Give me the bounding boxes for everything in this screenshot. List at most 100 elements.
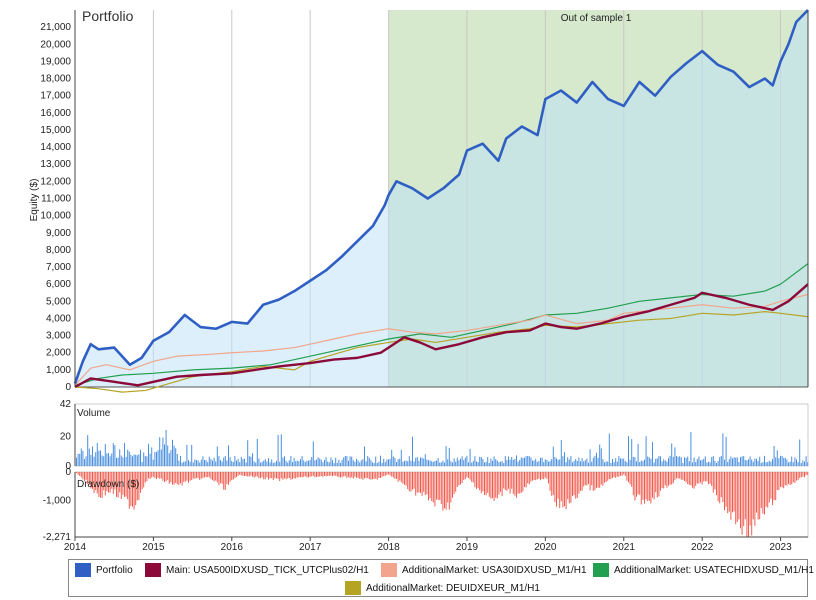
drawdown-bar <box>733 472 735 512</box>
drawdown-bar <box>376 472 378 480</box>
volume-bar <box>711 456 713 466</box>
drawdown-bar <box>772 472 773 506</box>
volume-bar <box>333 463 335 466</box>
equity-tick-label: 19,000 <box>40 56 71 67</box>
drawdown-bar <box>175 472 177 483</box>
volume-bar <box>634 457 636 466</box>
drawdown-bar <box>140 472 141 493</box>
legend-item[interactable]: Main: USA500IDXUSD_TICK_UTCPlus02/H1 <box>145 563 369 577</box>
volume-bar <box>495 459 497 466</box>
drawdown-bar <box>415 472 417 496</box>
volume-bar <box>255 462 257 466</box>
drawdown-bar <box>776 472 778 490</box>
drawdown-bar <box>88 472 90 485</box>
drawdown-bar <box>789 472 791 485</box>
volume-bar <box>604 462 605 466</box>
drawdown-bar <box>266 472 268 478</box>
volume-bar <box>87 435 89 466</box>
drawdown-bar <box>636 472 637 497</box>
volume-bar <box>77 453 79 466</box>
drawdown-bar <box>568 472 570 504</box>
drawdown-bar <box>528 472 530 485</box>
volume-bar <box>442 460 444 466</box>
volume-frame <box>74 403 809 467</box>
drawdown-bar <box>343 472 345 477</box>
volume-bar <box>572 462 573 466</box>
drawdown-bar <box>277 472 279 479</box>
drawdown-bar <box>154 472 156 479</box>
drawdown-bar <box>444 472 445 509</box>
drawdown-bar <box>304 472 306 477</box>
drawdown-bar <box>740 472 741 529</box>
drawdown-bar <box>184 472 186 482</box>
volume-bar <box>674 447 676 466</box>
drawdown-bar <box>596 472 597 488</box>
drawdown-bar <box>503 472 505 489</box>
drawdown-bar <box>324 472 325 476</box>
legend-item[interactable]: AdditionalMarket: DEUIDXEUR_M1/H1 <box>345 581 540 595</box>
drawdown-bar <box>704 472 706 482</box>
drawdown-bar <box>648 472 650 501</box>
drawdown-bar <box>749 472 751 526</box>
volume-bar <box>98 450 100 466</box>
drawdown-bar <box>464 472 466 480</box>
volume-bar <box>256 438 258 466</box>
drawdown-bar <box>488 472 490 497</box>
drawdown-bar <box>453 472 455 495</box>
equity-tick-label: 21,000 <box>40 22 71 33</box>
drawdown-bar <box>456 472 458 487</box>
volume-bar <box>564 452 565 466</box>
volume-bar <box>626 462 628 466</box>
volume-bar <box>807 462 809 466</box>
volume-bar <box>93 456 95 466</box>
volume-bar <box>463 460 465 466</box>
volume-bar <box>160 449 162 466</box>
legend-item[interactable]: AdditionalMarket: USA30IDXUSD_M1/H1 <box>381 563 587 577</box>
volume-bar <box>244 458 245 466</box>
drawdown-bar <box>642 472 644 500</box>
volume-bar <box>786 459 788 466</box>
volume-bar <box>330 457 332 466</box>
volume-bar <box>173 445 175 466</box>
drawdown-bar <box>644 472 645 504</box>
volume-bar <box>424 454 426 466</box>
volume-bar <box>725 436 727 466</box>
drawdown-bar <box>180 472 181 484</box>
drawdown-bar <box>127 472 129 500</box>
drawdown-bar <box>309 472 311 477</box>
volume-bar <box>636 461 637 466</box>
volume-bar <box>706 462 708 466</box>
legend-item[interactable]: AdditionalMarket: USATECHIDXUSD_M1/H1 <box>593 563 814 577</box>
drawdown-bar <box>436 472 437 500</box>
drawdown-bar <box>264 472 266 480</box>
drawdown-bar <box>407 472 409 490</box>
drawdown-bar <box>484 472 485 495</box>
volume-bar <box>364 446 365 466</box>
volume-bar <box>533 460 535 466</box>
equity-tick-label: 8,000 <box>46 245 71 256</box>
volume-bar <box>616 461 618 466</box>
legend-label: AdditionalMarket: USATECHIDXUSD_M1/H1 <box>614 564 814 576</box>
volume-bar <box>367 456 369 466</box>
drawdown-bar <box>495 472 497 498</box>
legend-label: Main: USA500IDXUSD_TICK_UTCPlus02/H1 <box>166 564 369 576</box>
volume-bar <box>516 455 517 466</box>
volume-bar <box>133 454 135 466</box>
volume-bar <box>85 456 87 466</box>
drawdown-bar <box>722 472 724 503</box>
volume-bar <box>453 458 455 466</box>
drawdown-bar <box>186 472 188 481</box>
drawdown-bar <box>335 472 337 476</box>
drawdown-bar <box>631 472 633 487</box>
volume-bar <box>263 460 265 466</box>
legend-item[interactable]: Portfolio <box>75 563 133 577</box>
volume-bar <box>271 459 273 466</box>
volume-bar <box>136 455 138 466</box>
volume-bar <box>284 456 285 466</box>
drawdown-bar <box>216 472 218 483</box>
volume-bar <box>490 458 492 466</box>
drawdown-bar <box>576 472 578 498</box>
volume-bar <box>552 446 554 466</box>
volume-bar <box>303 460 305 466</box>
drawdown-bar <box>620 472 621 476</box>
